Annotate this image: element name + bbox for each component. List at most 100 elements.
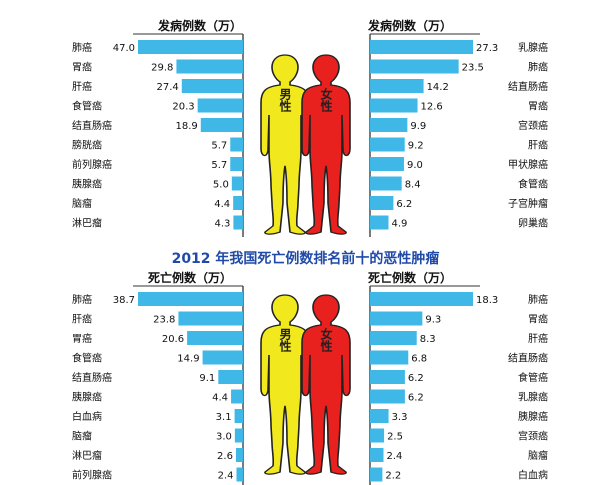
category-label: 宫颈癌 [518,430,548,443]
bar [370,448,384,462]
category-label: 脑瘤 [72,197,92,210]
bar [181,79,243,93]
female-silhouette [301,294,351,475]
male-label: 男性 [278,88,292,113]
category-label: 结直肠癌 [72,371,112,384]
category-label: 结直肠癌 [72,119,112,132]
category-label: 肝癌 [528,139,548,152]
figures-incidence: 男性 女性 [260,54,351,235]
data-label: 2.4 [218,471,234,482]
data-label: 6.2 [408,393,424,404]
bar [234,428,243,443]
bar [187,331,243,345]
data-label: 4.9 [391,219,407,230]
bar [370,331,417,345]
bar [370,350,409,365]
bar [138,40,243,54]
data-label: 2.2 [385,471,401,482]
bar [235,448,243,462]
category-label: 子宫肿瘤 [508,197,548,210]
category-label: 胰腺癌 [72,178,102,191]
category-label: 前列腺癌 [72,158,112,171]
bar [138,292,243,306]
data-label: 29.8 [151,63,173,74]
data-label: 27.3 [476,43,498,54]
bar [370,118,408,132]
data-label: 9.0 [407,160,423,171]
category-label: 肝癌 [528,332,548,345]
bar [370,196,394,210]
data-label: 5.7 [211,141,227,152]
bar [178,311,243,326]
data-label: 9.3 [425,315,441,326]
data-label: 8.3 [420,334,436,345]
category-label: 食管癌 [518,178,548,191]
bar [176,59,243,74]
data-label: 2.6 [217,451,233,462]
figures-mortality: 男性 女性 [260,294,351,475]
bar [233,196,243,210]
data-label: 12.6 [421,102,443,113]
category-label: 肺癌 [528,61,548,74]
bar [370,311,423,326]
category-label: 前列腺癌 [72,469,112,482]
category-label: 肺癌 [72,293,92,306]
data-label: 6.2 [396,199,412,210]
bar [370,137,405,152]
data-label: 4.3 [214,219,230,230]
category-label: 肺癌 [72,41,92,54]
category-label: 宫颈癌 [518,119,548,132]
female-label: 女性 [319,327,333,353]
male-label: 男性 [278,328,292,353]
bar [370,79,424,93]
data-label: 5.0 [213,180,229,191]
data-label: 5.7 [211,160,227,171]
category-label: 胃癌 [72,61,92,74]
data-label: 38.7 [113,295,135,306]
category-label: 胃癌 [528,100,548,113]
bar [218,370,243,384]
data-label: 18.9 [176,121,198,132]
bar [370,389,405,404]
bar-panel-female: 发病例数（万） 27.3 乳腺癌 23.5 肺癌 14.2 结直肠癌 12.6 胃癌 9.9 宫颈癌… [367,18,548,237]
bar [231,176,243,191]
data-label: 9.2 [408,141,424,152]
category-label: 食管癌 [72,100,102,113]
data-label: 2.5 [387,432,403,443]
data-label: 23.8 [153,315,175,326]
data-label: 8.4 [405,180,421,191]
data-label: 14.2 [427,82,449,93]
data-label: 18.3 [476,295,498,306]
category-label: 结直肠癌 [508,80,548,93]
bar [370,98,418,113]
data-label: 3.1 [216,412,232,423]
female-silhouette [301,54,351,235]
panel-title: 死亡例数（万） [368,270,452,285]
category-label: 白血病 [518,469,548,482]
bar-panel-male: 发病例数（万） 47.0 肺癌 29.8 胃癌 27.4 肝癌 20.3 食管癌 18.9 结直肠癌… [72,18,244,237]
bar [236,467,243,482]
data-label: 4.4 [214,199,230,210]
category-label: 肝癌 [72,313,92,326]
category-label: 肺癌 [528,293,548,306]
data-label: 6.8 [411,354,427,365]
category-label: 肝癌 [72,80,92,93]
bar [200,118,243,132]
data-label: 9.9 [410,121,426,132]
panel-title: 发病例数（万） [367,18,452,33]
data-label: 4.4 [212,393,228,404]
bar [370,215,389,230]
category-label: 卵巢癌 [518,217,548,230]
data-label: 6.2 [408,373,424,384]
bar-panel-male: 死亡例数（万） 38.7 肺癌 23.8 肝癌 20.6 胃癌 14.9 食管癌 9.1 结直肠癌 4… [72,270,244,485]
panel-title: 死亡例数（万） [148,270,232,285]
data-label: 47.0 [113,43,135,54]
category-label: 乳腺癌 [518,41,548,54]
category-label: 脑瘤 [528,449,548,462]
data-label: 23.5 [462,63,484,74]
data-label: 3.3 [392,412,408,423]
bar [370,467,383,482]
category-label: 结直肠癌 [508,352,548,365]
category-label: 乳腺癌 [518,391,548,404]
